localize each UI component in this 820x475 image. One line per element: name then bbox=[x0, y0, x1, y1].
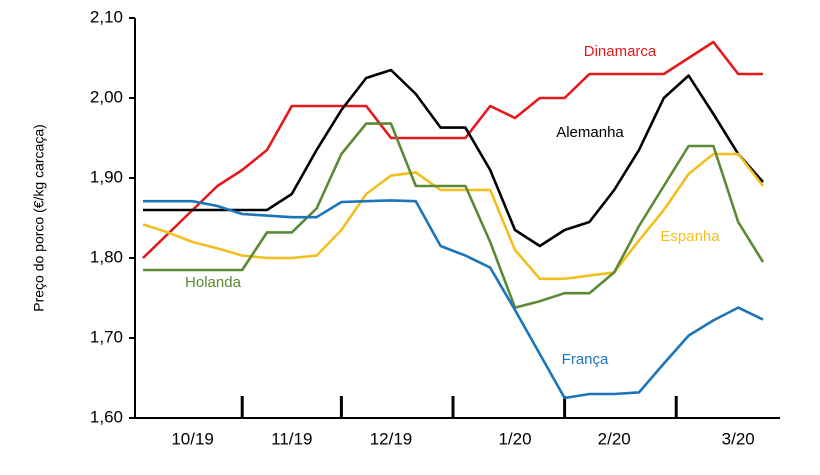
series-label: Alemanha bbox=[556, 124, 624, 141]
series-label: França bbox=[562, 351, 609, 368]
y-tick-label: 1,90 bbox=[90, 167, 123, 186]
x-tick-label: 11/19 bbox=[271, 429, 312, 448]
series-line bbox=[143, 199, 764, 400]
x-tick-label: 3/20 bbox=[722, 429, 755, 448]
series-label: Holanda bbox=[185, 274, 242, 291]
y-tick-label: 2,10 bbox=[90, 7, 123, 26]
y-axis-label: Preço do porco (€/kg carcaça) bbox=[31, 124, 47, 312]
y-tick-label: 1,80 bbox=[90, 247, 123, 266]
x-tick-label: 10/19 bbox=[171, 429, 214, 448]
x-tick-label: 12/19 bbox=[370, 429, 413, 448]
x-tick-label: 2/20 bbox=[598, 429, 631, 448]
x-tick-label: 1/20 bbox=[498, 429, 531, 448]
series-line bbox=[142, 152, 765, 281]
series-line bbox=[143, 122, 765, 309]
y-tick-label: 1,70 bbox=[90, 327, 123, 346]
series-line bbox=[143, 68, 764, 248]
series-line bbox=[142, 40, 763, 259]
y-tick-label: 1,60 bbox=[90, 407, 123, 426]
series-label: Dinamarca bbox=[584, 43, 657, 60]
series-label: Espanha bbox=[660, 228, 720, 245]
y-tick-label: 2,00 bbox=[90, 87, 123, 106]
